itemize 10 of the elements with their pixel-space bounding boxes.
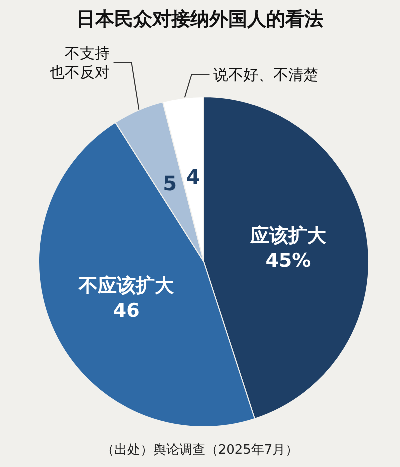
data-label: 4: [186, 165, 200, 190]
data-label: 46: [113, 300, 140, 322]
slice-label: 应该扩大: [249, 225, 328, 248]
data-label: 5: [163, 172, 178, 196]
slice-label: 不应该扩大: [78, 274, 176, 297]
slice-label: 不支持也不反对: [50, 44, 110, 82]
text: （出处）舆论调查（2025年7月）: [101, 443, 299, 458]
slice-label: 说不好、不清楚: [214, 66, 319, 84]
chart-title: 日本民众对接纳外国人的看法: [76, 8, 324, 30]
data-label: 45%: [266, 250, 312, 272]
